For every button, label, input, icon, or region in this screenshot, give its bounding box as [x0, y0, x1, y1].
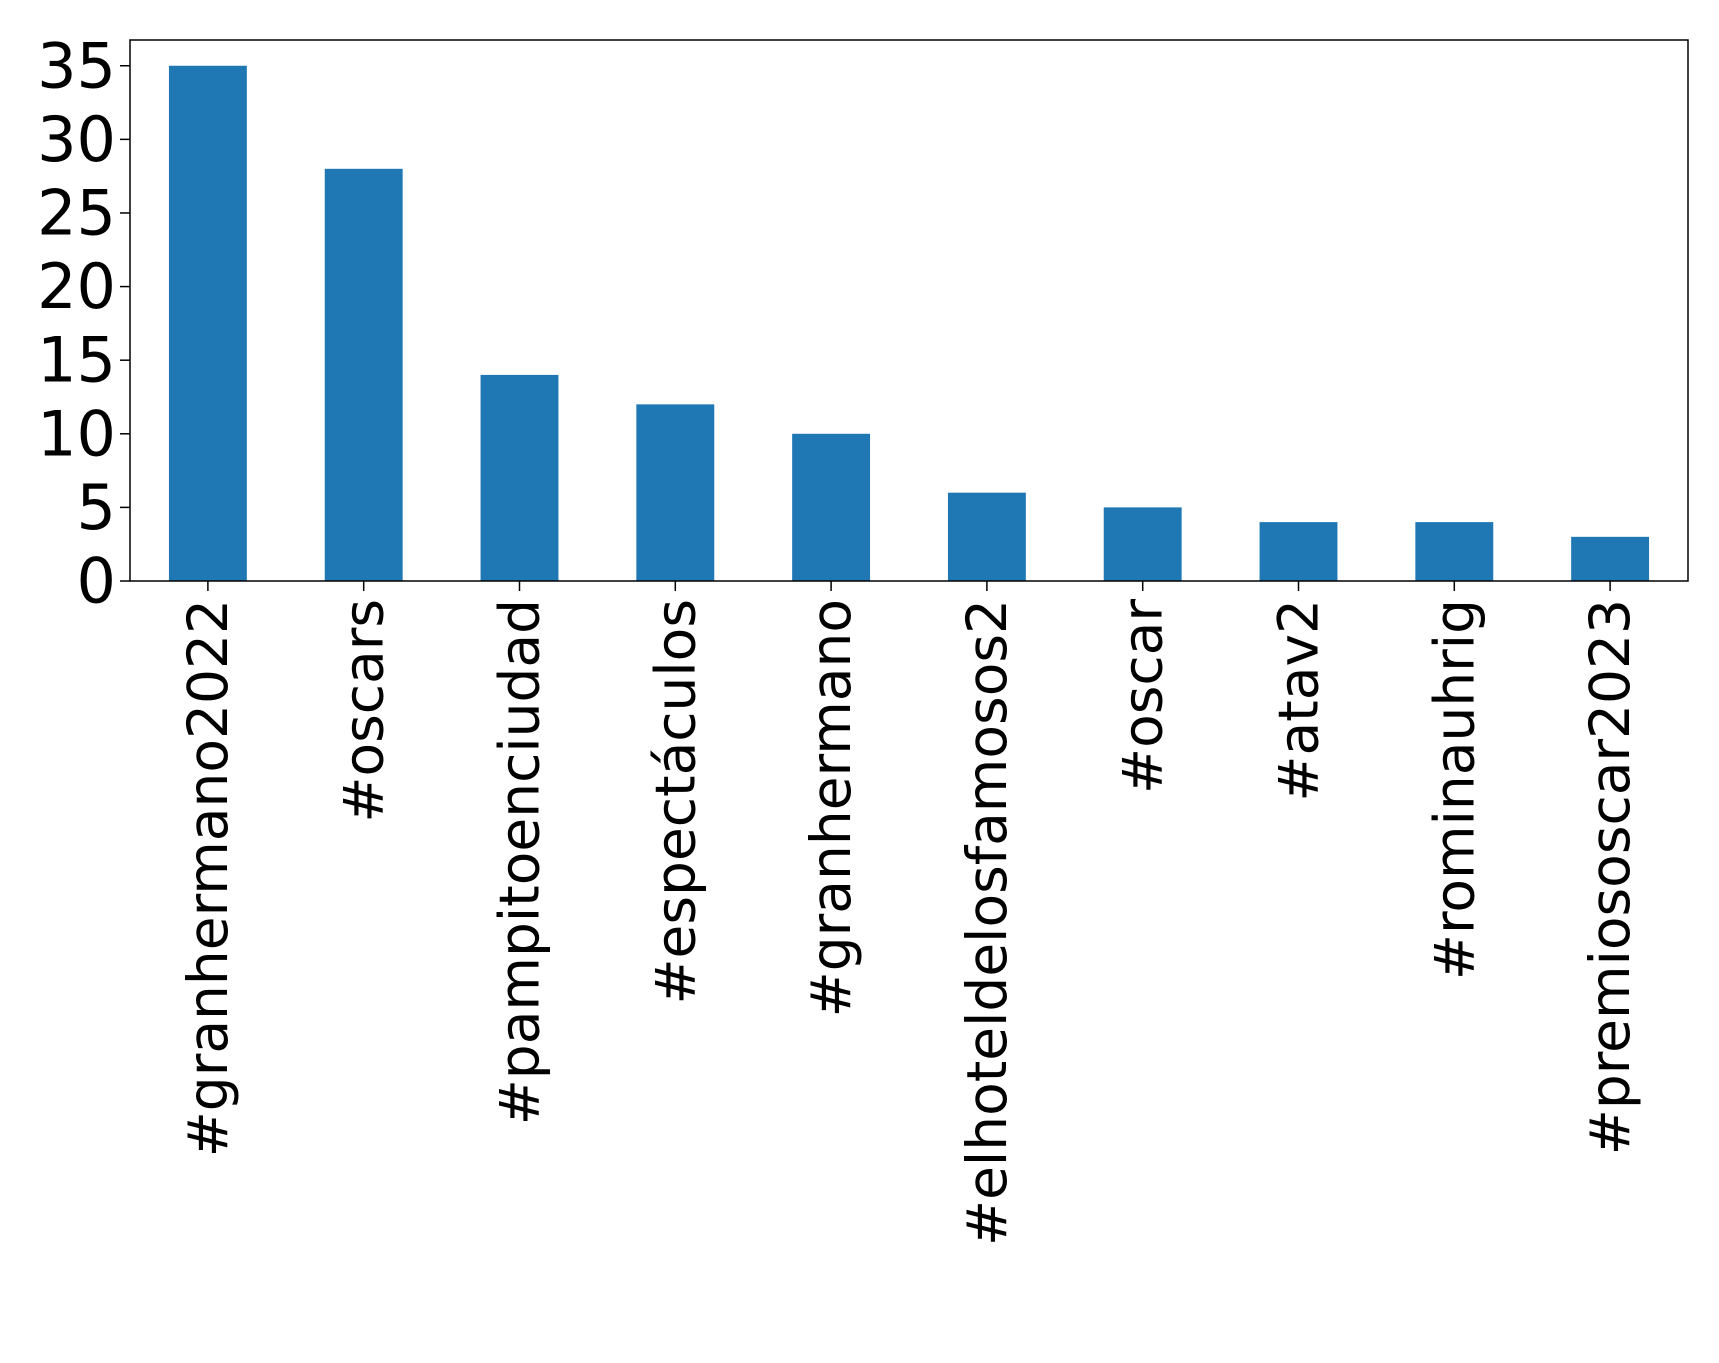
x-tick-label-0: #granhermano2022	[176, 599, 240, 1157]
bar-2	[480, 374, 559, 581]
bar-8	[1415, 522, 1494, 581]
x-tick-label-6: #oscar	[1111, 599, 1175, 794]
bar-4	[792, 433, 871, 581]
bar-9	[1571, 536, 1650, 581]
y-tick-label-5: 25	[37, 176, 116, 249]
x-tick-label-2: #pampitoenciudad	[488, 599, 552, 1125]
x-tick-label-4: #granhermano	[799, 599, 863, 1017]
bar-3	[636, 404, 715, 581]
x-axis: #granhermano2022 #oscars #pampitoenciudad #…	[176, 581, 1642, 1246]
y-tick-label-3: 15	[37, 324, 116, 397]
x-tick-label-9: #premiososcar2023	[1578, 599, 1642, 1155]
bar-5	[947, 492, 1026, 581]
bar-7	[1259, 522, 1338, 581]
bar-6	[1103, 507, 1182, 581]
bar-1	[324, 168, 403, 582]
x-tick-label-8: #rominauhrig	[1422, 599, 1486, 980]
x-tick-label-5: #elhoteldelosfamosos2	[955, 599, 1019, 1246]
y-tick-label-7: 35	[37, 29, 116, 102]
x-tick-label-1: #oscars	[332, 599, 396, 823]
plot-frame	[129, 39, 1689, 582]
bar-0	[168, 65, 247, 581]
bars-layer	[168, 65, 1650, 582]
y-tick-label-1: 5	[77, 471, 116, 544]
y-tick-label-0: 0	[77, 545, 116, 618]
y-tick-label-4: 20	[37, 250, 116, 323]
x-tick-label-3: #espectáculos	[643, 599, 707, 1005]
x-tick-label-7: #atav2	[1267, 599, 1331, 802]
y-tick-label-6: 30	[37, 103, 116, 176]
y-tick-label-2: 10	[37, 397, 116, 470]
